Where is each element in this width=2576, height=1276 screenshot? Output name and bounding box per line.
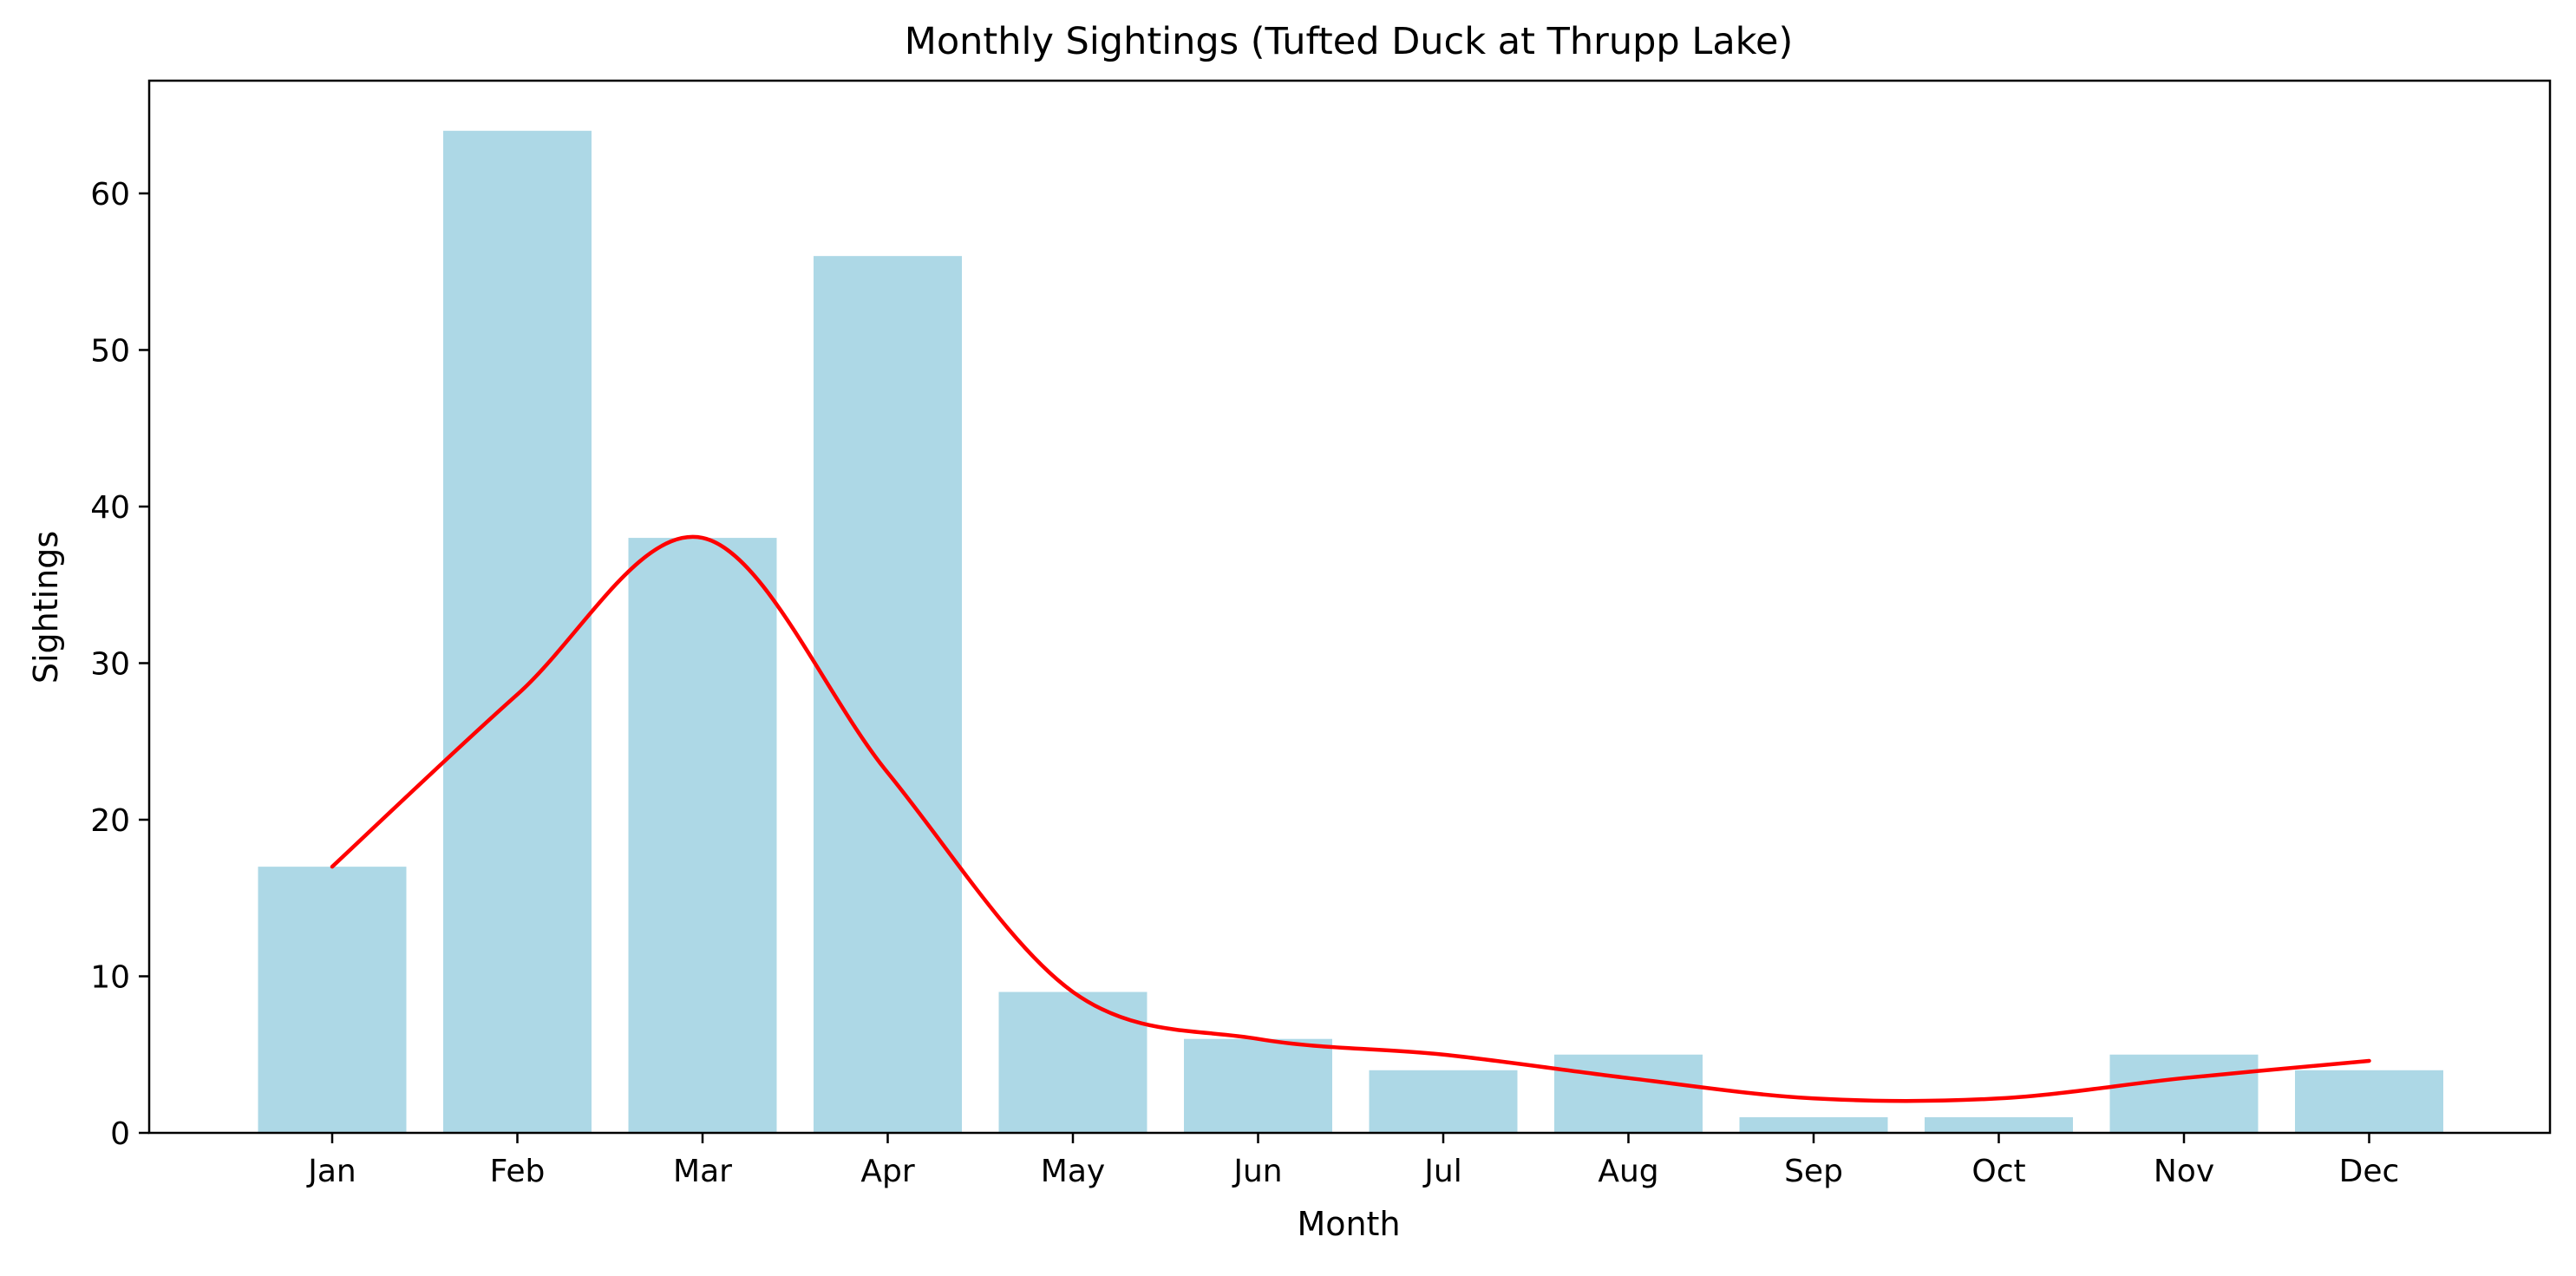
bar-group	[258, 130, 2443, 1134]
x-tick-label-apr: Apr	[860, 1154, 914, 1189]
y-tick-label: 60	[90, 177, 130, 213]
y-tick-label: 50	[90, 333, 130, 369]
y-tick-label: 0	[110, 1116, 130, 1152]
trend-line	[330, 534, 2371, 1103]
y-tick-label: 10	[90, 959, 130, 995]
x-tick-label-may: May	[1041, 1154, 1105, 1189]
bar-aug	[1554, 1054, 1703, 1133]
x-tick-label-dec: Dec	[2339, 1154, 2400, 1189]
bar-may	[998, 991, 1147, 1133]
x-tick-label-nov: Nov	[2154, 1154, 2214, 1189]
trend-line-group	[330, 534, 2371, 1103]
plot-frame	[147, 79, 2552, 1135]
bar-feb	[443, 130, 592, 1133]
x-axis-label: Month	[1297, 1205, 1400, 1243]
bar-sep	[1739, 1116, 1888, 1133]
bar-jul	[1369, 1070, 1518, 1133]
y-tick-label: 40	[90, 490, 130, 526]
bar-jan	[258, 867, 407, 1133]
x-tick-label-mar: Mar	[673, 1154, 732, 1189]
y-axis-label: Sightings	[27, 531, 65, 684]
x-tick-label-aug: Aug	[1598, 1154, 1658, 1189]
y-axis: 0 10 20 30 40 50 60	[90, 177, 149, 1152]
x-axis: Jan Feb Mar Apr May Jun Jul Aug Sep Oct Nov Dec	[306, 1133, 2399, 1189]
bar-nov	[2109, 1054, 2259, 1133]
x-tick-label-jul: Jul	[1422, 1154, 1461, 1189]
x-tick-label-sep: Sep	[1784, 1154, 1843, 1189]
y-tick-label: 30	[90, 646, 130, 682]
x-tick-label-oct: Oct	[1971, 1154, 2025, 1189]
bar-jun	[1184, 1038, 1332, 1133]
x-tick-label-feb: Feb	[490, 1154, 546, 1189]
y-tick-label: 20	[90, 803, 130, 839]
bar-dec	[2295, 1070, 2443, 1133]
x-tick-label-jan: Jan	[306, 1154, 356, 1189]
bar-mar	[628, 538, 777, 1133]
x-tick-label-jun: Jun	[1232, 1154, 1282, 1189]
bar-apr	[814, 256, 962, 1134]
bar-oct	[1925, 1116, 2073, 1133]
chart-title: Monthly Sightings (Tufted Duck at Thrupp…	[905, 20, 1794, 63]
